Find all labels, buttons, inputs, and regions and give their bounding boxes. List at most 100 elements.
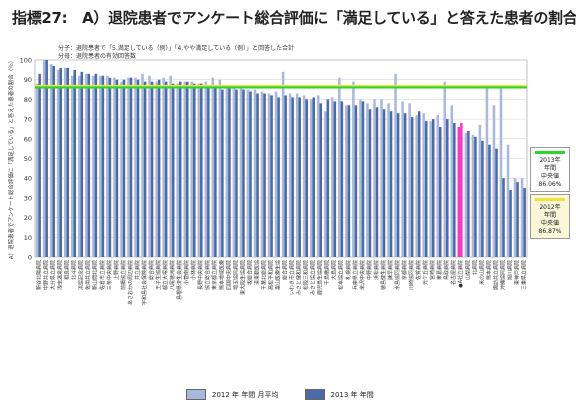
median-2013-legend: 2013年 年間 中央値 86.06% [530,147,570,192]
bar-2013 [193,83,196,257]
y-tick-label: 20 [24,214,32,222]
bar-2013 [129,77,133,257]
x-tick-label: 四国中央病院 [225,260,232,290]
x-tick-label: 鳥取病院 [443,260,450,280]
x-tick-label: 総合病院 [148,260,155,280]
bar-2013 [101,75,105,257]
bar-2012 [281,71,285,257]
x-tick-label: ●A社立病院 [457,260,464,288]
x-tick-label: 協立総合病院 [204,260,211,290]
bar-2012 [99,75,102,257]
x-tick-label: 小菅南病院 [183,260,190,285]
x-tick-label: 上野病院 [113,260,120,280]
x-tick-label: 埼玉協同病院 [232,260,239,290]
bar-2012 [113,77,116,257]
x-tick-label: 山梨病院 [464,260,471,280]
bar-2013 [136,79,140,257]
median-2013-swatch [535,151,565,154]
bar-2013 [164,81,168,257]
bar-2012 [331,97,334,258]
x-tick-label: 松本協立病院 [338,260,345,290]
bar-2013 [382,109,386,257]
median-2012-legend: 2012年 年間 中央値 86.87% [530,194,570,239]
bar-2012 [373,99,376,258]
x-tick-label: 富山医療生協 [274,260,281,290]
y-tick-label: 0 [28,254,32,262]
x-tick-label: 高松平和病院 [267,260,274,290]
y-tick-label: 70 [24,116,32,124]
bar-2013 [305,99,308,258]
bar-2013 [59,67,62,257]
bar-2012 [499,85,503,257]
bar-2012 [56,69,60,257]
bar-2012 [387,103,390,257]
bar-2013 [389,111,393,257]
bar-2013 [410,117,414,257]
bar-2013 [326,99,330,258]
x-tick-label: 王子生協病院 [155,260,162,290]
bar-2013 [396,113,400,257]
bar-2013 [417,111,421,257]
bar-2013 [333,101,337,258]
y-tick-label: 10 [24,234,32,242]
x-tick-label: 諫早病院 [387,260,394,280]
bar-2013 [439,126,442,257]
x-tick-label: いわき市立病院 [289,260,296,295]
bar-2012 [295,93,299,258]
bar-2012 [260,91,264,258]
bar-2012 [225,85,229,257]
x-tick-label: 諏訪共立病院 [492,260,499,290]
x-tick-label: みさと健和病院 [296,260,303,295]
bar-2012 [141,73,144,257]
bar-2012 [443,81,447,257]
bar-2012 [471,134,475,257]
x-tick-label: 浜脇記念病院 [78,260,85,290]
bar-2012 [176,83,179,257]
x-tick-label: あさおかの周辺病院 [127,260,134,305]
x-tick-label: 総合病院 [282,260,289,280]
x-tick-label: 札幌病院 [345,260,352,280]
bar-2013 [66,67,70,257]
x-tick-label: 相良病院 [64,260,71,280]
bar-2012 [148,75,151,257]
y-tick-label: 40 [24,175,32,183]
bar-2013 [467,130,470,257]
x-tick-label: 水島協同病院 [394,260,401,290]
series-2012-label: 2012 年 年間 月平均 [212,390,279,399]
bar-2012 [478,125,482,257]
x-tick-label: 共立病院 [134,260,141,280]
median-2013-value: 86.06% [538,181,562,188]
bar-2013 [45,60,48,257]
x-tick-label: 三重県立病院 [520,260,527,290]
bar-2012 [429,121,432,257]
bar-2012 [267,93,271,258]
bar-2012 [415,115,418,257]
bar-2013 [509,190,512,257]
bar-2013 [312,97,316,258]
x-tick-label: 千葉北総病院 [260,260,267,290]
bar-2013 [80,71,84,257]
bar-2012 [63,67,67,257]
bar-2013 [446,119,449,257]
x-tick-label: 新谷北陽病院 [36,260,43,290]
x-tick-label: 名古屋病院 [450,260,457,285]
bar-2012 [288,93,292,258]
numerator-note: 分子：退院患者で「5.満足している（例）」「4.やや満足している（例）」と回答し… [58,45,295,52]
bar-2013 [115,79,119,257]
x-tick-label: 八尾徳洲病院 [169,260,176,290]
bar-2013 [242,89,245,257]
x-tick-label: 三条中央病院 [106,260,113,290]
y-axis-label: A）退院患者でアンケート総合評価に「満足している」と答えた患者の割合（％） [7,58,15,259]
bar-2013 [200,83,203,257]
x-tick-label: 新山間北病院 [92,260,99,290]
bar-2012 [274,91,278,258]
bar-2013 [460,123,463,257]
x-tick-label: 道東勤医協 [253,260,260,285]
bar-2013 [87,73,91,257]
bar-2013 [108,77,112,257]
x-tick-label: 中野病院 [366,260,373,280]
bar-2013 [424,121,428,257]
bar-2012 [134,77,137,257]
bar-2012 [436,115,440,257]
bar-2013 [474,136,477,257]
